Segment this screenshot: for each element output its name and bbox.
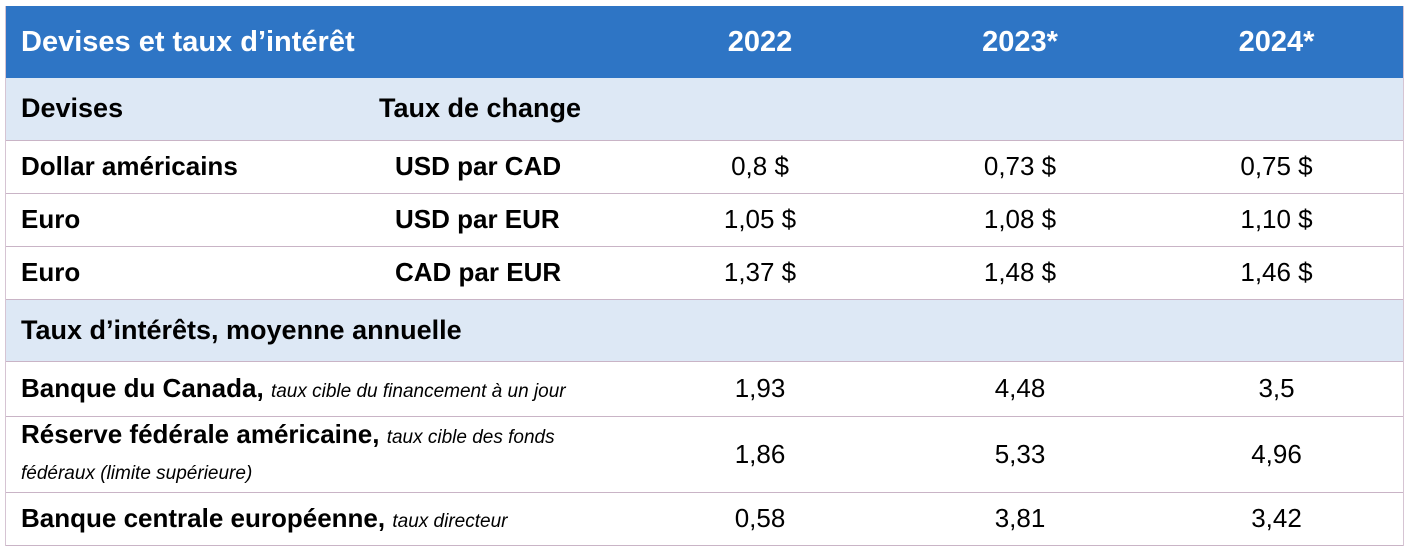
table-row: Banque centrale européenne, taux directe… (6, 492, 1404, 546)
row-label: Banque du Canada, taux cible du financem… (6, 361, 631, 417)
cell-2023: 0,73 $ (890, 140, 1151, 194)
column-header-2023: 2023* (982, 25, 1058, 58)
currency-interest-table: Devises et taux d’intérêt 2022 2023* 202… (6, 6, 1404, 546)
table-row: Banque du Canada, taux cible du financem… (6, 361, 1404, 417)
table-row: Euro CAD par EUR 1,37 $ 1,48 $ 1,46 $ (6, 246, 1404, 300)
row-label: Réserve fédérale américaine, taux cible … (6, 416, 631, 493)
cell-2022: 1,05 $ (630, 193, 891, 247)
column-header-2024: 2024* (1238, 25, 1315, 58)
table-row: Réserve fédérale américaine, taux cible … (6, 416, 1404, 493)
cell-2022: 1,37 $ (630, 246, 891, 300)
row-note: taux cible des fonds fédéraux (limite su… (21, 427, 555, 484)
cell-2023: 5,33 (890, 416, 1151, 493)
rates-table-container: Devises et taux d’intérêt 2022 2023* 202… (5, 6, 1404, 546)
cell-2023: 1,48 $ (890, 246, 1151, 300)
section-sublabel-taux-de-change: Taux de change (362, 78, 631, 141)
row-unit: CAD par EUR (362, 246, 631, 300)
cell-2023: 3,81 (890, 492, 1151, 546)
row-unit: USD par EUR (362, 193, 631, 247)
row-label: Euro (6, 246, 362, 300)
cell-2022: 0,58 (630, 492, 891, 546)
cell-2023: 4,48 (890, 361, 1151, 417)
section-label-devises: Devises (6, 78, 362, 141)
cell-2024: 3,5 (1150, 361, 1404, 417)
table-row: Euro USD par EUR 1,05 $ 1,08 $ 1,10 $ (6, 193, 1404, 247)
row-label: Dollar américains (6, 140, 362, 194)
table-title: Devises et taux d’intérêt (21, 25, 355, 58)
cell-2022: 1,86 (630, 416, 891, 493)
table-header-row: Devises et taux d’intérêt 2022 2023* 202… (6, 6, 1404, 78)
cell-2024: 4,96 (1150, 416, 1404, 493)
cell-2022: 0,8 $ (630, 140, 891, 194)
row-label: Banque centrale européenne, taux directe… (6, 492, 631, 546)
cell-2024: 1,46 $ (1150, 246, 1404, 300)
section-label-taux: Taux d’intérêts, moyenne annuelle (6, 299, 1404, 362)
section-row-taux: Taux d’intérêts, moyenne annuelle (6, 299, 1404, 362)
row-note: taux cible du financement à un jour (270, 381, 566, 402)
row-unit: USD par CAD (362, 140, 631, 194)
column-header-2022: 2022 (727, 25, 793, 58)
table-row: Dollar américains USD par CAD 0,8 $ 0,73… (6, 140, 1404, 194)
cell-2024: 0,75 $ (1150, 140, 1404, 194)
cell-2024: 1,10 $ (1150, 193, 1404, 247)
row-note: taux directeur (392, 511, 508, 532)
row-name: Banque du Canada, (21, 373, 264, 403)
row-label: Euro (6, 193, 362, 247)
cell-2023: 1,08 $ (890, 193, 1151, 247)
cell-2024: 3,42 (1150, 492, 1404, 546)
cell-2022: 1,93 (630, 361, 891, 417)
row-name: Réserve fédérale américaine, (21, 419, 380, 449)
section-row-devises: Devises Taux de change (6, 78, 1404, 141)
row-name: Banque centrale européenne, (21, 503, 386, 533)
